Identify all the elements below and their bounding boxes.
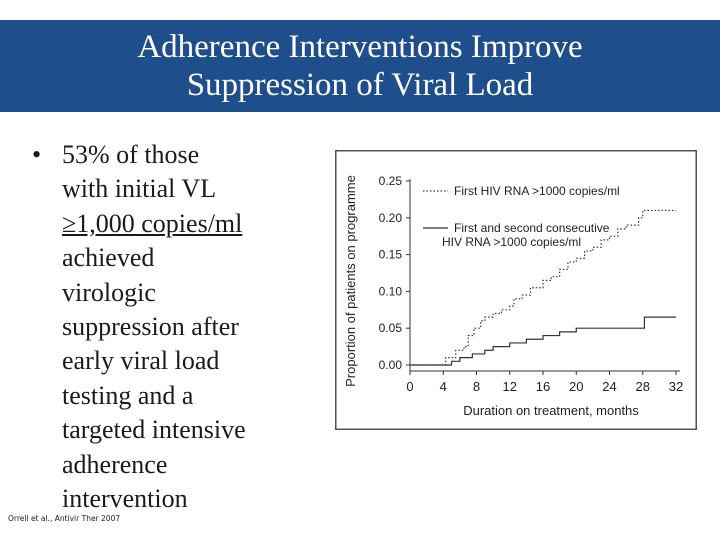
x-tick-label: 16: [536, 379, 550, 394]
title-bar: Adherence Interventions Improve Suppress…: [0, 20, 720, 112]
x-tick-label: 0: [406, 379, 413, 394]
bullet-line: targeted intensive: [62, 415, 246, 445]
x-tick-label: 24: [602, 379, 616, 394]
bullet-line: adherence: [62, 449, 168, 479]
series-line-1: [410, 209, 676, 366]
x-tick-label: 4: [440, 379, 447, 394]
bullet-line-threshold: ≥1,000 copies/ml: [62, 208, 243, 238]
x-tick-label: 20: [569, 379, 583, 394]
x-tick-label: 8: [473, 379, 480, 394]
slide-title-line-2: Suppression of Viral Load: [186, 67, 534, 103]
y-tick-label: 0.25: [379, 174, 403, 188]
bullet-line: testing and a: [62, 380, 194, 410]
chart-frame: [335, 150, 697, 430]
y-tick-label: 0.00: [379, 358, 403, 372]
y-tick-label: 0.05: [379, 321, 403, 335]
bullet-line: early viral load: [62, 346, 220, 376]
x-tick-label: 28: [636, 379, 650, 394]
citation: Orrell et al., Antivir Ther 2007: [8, 514, 121, 523]
series-line-2: [410, 316, 676, 366]
bullet-line: 53% of those: [62, 140, 200, 169]
bullet-line: intervention: [62, 484, 188, 514]
slide-title-line-1: Adherence Interventions Improve: [137, 29, 583, 65]
bullet-line: achieved: [62, 243, 155, 273]
y-tick-label: 0.15: [379, 248, 403, 262]
bullet-text: 53% of those with initial VL ≥1,000 copi…: [62, 138, 327, 516]
bullet-line: suppression after: [62, 312, 239, 342]
x-axis-label: Duration on treatment, months: [463, 403, 639, 418]
y-axis-label: Proportion of patients on programme: [343, 175, 358, 387]
chart: 0.00 0.05 0.10 0.15 0.20 0.25 0 4 8 12 16 20 24 28 32 D…: [335, 150, 697, 430]
bullet-line: virologic: [62, 277, 156, 307]
y-tick-label: 0.20: [379, 211, 403, 225]
chart-svg: 0.00 0.05 0.10 0.15 0.20 0.25 0 4 8 12 16 20 24 28 32 D…: [335, 150, 697, 430]
legend-label-2: First and second consecutive HIV RNA >100…: [442, 221, 610, 249]
y-tick-label: 0.10: [379, 284, 403, 298]
x-tick-label: 12: [503, 379, 517, 394]
legend-label-1: First HIV RNA >1000 copies/ml: [454, 184, 620, 198]
x-tick-label: 32: [669, 379, 683, 394]
bullet-line: with initial VL: [62, 174, 217, 204]
bullet-icon: •: [32, 140, 42, 169]
